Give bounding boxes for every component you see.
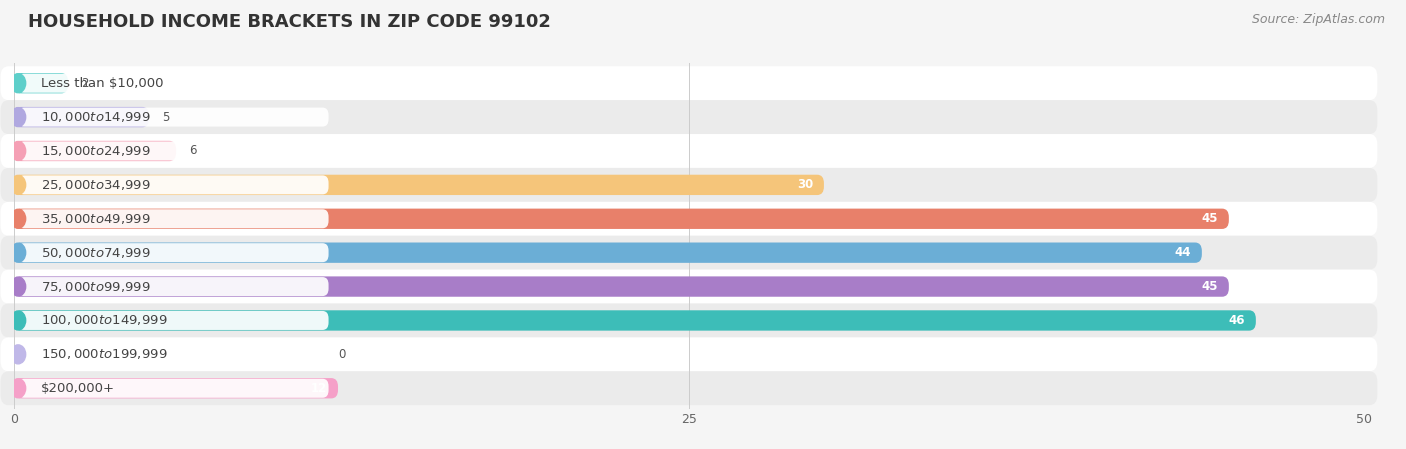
- FancyBboxPatch shape: [14, 277, 1229, 297]
- FancyBboxPatch shape: [18, 108, 329, 127]
- FancyBboxPatch shape: [14, 310, 1256, 330]
- FancyBboxPatch shape: [0, 134, 1378, 168]
- FancyBboxPatch shape: [0, 168, 1378, 202]
- Text: $15,000 to $24,999: $15,000 to $24,999: [41, 144, 150, 158]
- Text: 30: 30: [797, 178, 813, 191]
- Text: $10,000 to $14,999: $10,000 to $14,999: [41, 110, 150, 124]
- Text: 46: 46: [1229, 314, 1246, 327]
- FancyBboxPatch shape: [14, 175, 824, 195]
- Text: 2: 2: [82, 77, 89, 90]
- FancyBboxPatch shape: [14, 242, 1202, 263]
- Circle shape: [11, 108, 25, 127]
- FancyBboxPatch shape: [14, 378, 337, 398]
- Text: 5: 5: [163, 110, 170, 123]
- FancyBboxPatch shape: [0, 202, 1378, 236]
- FancyBboxPatch shape: [14, 209, 1229, 229]
- FancyBboxPatch shape: [18, 243, 329, 262]
- FancyBboxPatch shape: [18, 74, 329, 92]
- Circle shape: [11, 141, 25, 160]
- Text: $50,000 to $74,999: $50,000 to $74,999: [41, 246, 150, 260]
- FancyBboxPatch shape: [14, 73, 67, 93]
- FancyBboxPatch shape: [0, 236, 1378, 269]
- Circle shape: [11, 379, 25, 398]
- FancyBboxPatch shape: [18, 176, 329, 194]
- Circle shape: [11, 176, 25, 194]
- Text: 0: 0: [337, 348, 346, 361]
- Text: 6: 6: [190, 145, 197, 158]
- Circle shape: [11, 277, 25, 296]
- Circle shape: [11, 311, 25, 330]
- FancyBboxPatch shape: [0, 337, 1378, 371]
- FancyBboxPatch shape: [18, 141, 329, 160]
- Circle shape: [11, 243, 25, 262]
- FancyBboxPatch shape: [14, 141, 176, 161]
- FancyBboxPatch shape: [14, 107, 149, 127]
- FancyBboxPatch shape: [0, 371, 1378, 405]
- FancyBboxPatch shape: [18, 209, 329, 228]
- Text: Less than $10,000: Less than $10,000: [41, 77, 163, 90]
- FancyBboxPatch shape: [18, 277, 329, 296]
- Text: $150,000 to $199,999: $150,000 to $199,999: [41, 348, 167, 361]
- FancyBboxPatch shape: [0, 269, 1378, 304]
- Text: $25,000 to $34,999: $25,000 to $34,999: [41, 178, 150, 192]
- Circle shape: [11, 345, 25, 364]
- Text: $100,000 to $149,999: $100,000 to $149,999: [41, 313, 167, 327]
- Text: Source: ZipAtlas.com: Source: ZipAtlas.com: [1251, 13, 1385, 26]
- FancyBboxPatch shape: [18, 345, 329, 364]
- FancyBboxPatch shape: [18, 311, 329, 330]
- Text: $75,000 to $99,999: $75,000 to $99,999: [41, 280, 150, 294]
- Text: $200,000+: $200,000+: [41, 382, 115, 395]
- Circle shape: [11, 209, 25, 228]
- Text: 12: 12: [311, 382, 328, 395]
- FancyBboxPatch shape: [0, 100, 1378, 134]
- Text: HOUSEHOLD INCOME BRACKETS IN ZIP CODE 99102: HOUSEHOLD INCOME BRACKETS IN ZIP CODE 99…: [28, 13, 551, 31]
- FancyBboxPatch shape: [0, 304, 1378, 337]
- FancyBboxPatch shape: [0, 66, 1378, 100]
- Text: 44: 44: [1174, 246, 1191, 259]
- FancyBboxPatch shape: [18, 379, 329, 398]
- Circle shape: [11, 74, 25, 92]
- Text: 45: 45: [1202, 212, 1218, 225]
- Text: $35,000 to $49,999: $35,000 to $49,999: [41, 212, 150, 226]
- Text: 45: 45: [1202, 280, 1218, 293]
